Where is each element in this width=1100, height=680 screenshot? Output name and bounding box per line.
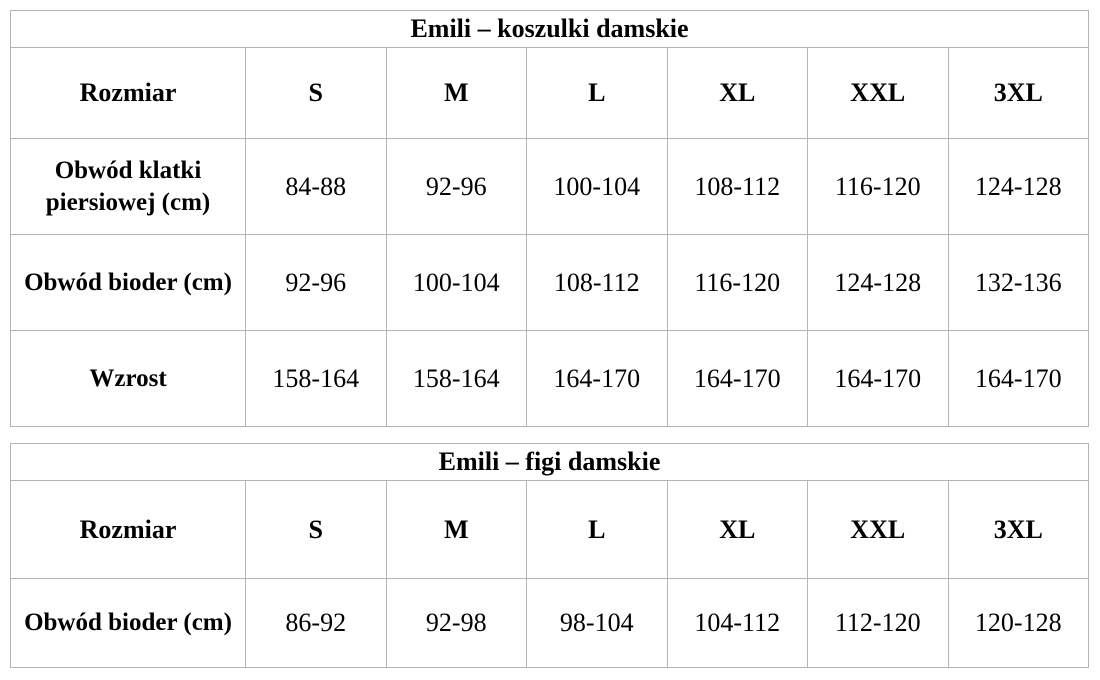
- table-cell: 164-170: [526, 330, 668, 427]
- table-cell: 108-112: [526, 234, 668, 331]
- table-cell: 124-128: [807, 234, 949, 331]
- row-label: Obwód klatki piersiowej (cm): [10, 138, 246, 235]
- header-cell-m: M: [385, 480, 527, 579]
- table-cell: 92-96: [385, 138, 527, 235]
- table-header-row: Rozmiar S M L XL XXL 3XL: [10, 47, 1089, 139]
- table-cell: 120-128: [947, 578, 1089, 668]
- table-cell: 108-112: [666, 138, 808, 235]
- table-cell: 158-164: [385, 330, 527, 427]
- table-cell: 100-104: [385, 234, 527, 331]
- header-cell-l: L: [526, 47, 668, 139]
- header-cell-s: S: [245, 47, 387, 139]
- table-title: Emili – koszulki damskie: [10, 10, 1089, 48]
- row-label: Obwód bioder (cm): [10, 234, 246, 331]
- size-table-figi: Emili – figi damskie Rozmiar S M L XL XX…: [10, 443, 1089, 668]
- table-row-hips: Obwód bioder (cm) 86-92 92-98 98-104 104…: [10, 578, 1089, 668]
- table-cell: 164-170: [947, 330, 1089, 427]
- table-cell: 84-88: [245, 138, 387, 235]
- table-cell: 92-96: [245, 234, 387, 331]
- table-cell: 164-170: [807, 330, 949, 427]
- table-cell: 124-128: [947, 138, 1089, 235]
- size-table-koszulki: Emili – koszulki damskie Rozmiar S M L X…: [10, 10, 1089, 427]
- header-cell-l: L: [526, 480, 668, 579]
- table-title-row: Emili – koszulki damskie: [10, 10, 1089, 48]
- header-cell-s: S: [245, 480, 387, 579]
- header-cell-xl: XL: [666, 47, 808, 139]
- table-cell: 116-120: [666, 234, 808, 331]
- header-cell-xxl: XXL: [807, 480, 949, 579]
- table-row-height: Wzrost 158-164 158-164 164-170 164-170 1…: [10, 330, 1089, 427]
- header-cell-3xl: 3XL: [947, 480, 1089, 579]
- table-cell: 92-98: [385, 578, 527, 668]
- table-cell: 86-92: [245, 578, 387, 668]
- table-row-chest: Obwód klatki piersiowej (cm) 84-88 92-96…: [10, 138, 1089, 235]
- table-title: Emili – figi damskie: [10, 443, 1089, 481]
- header-cell-3xl: 3XL: [947, 47, 1089, 139]
- table-cell: 112-120: [807, 578, 949, 668]
- row-label: Obwód bioder (cm): [10, 578, 246, 668]
- table-cell: 116-120: [807, 138, 949, 235]
- table-cell: 164-170: [666, 330, 808, 427]
- table-row-hips: Obwód bioder (cm) 92-96 100-104 108-112 …: [10, 234, 1089, 331]
- header-cell-m: M: [385, 47, 527, 139]
- header-cell-xl: XL: [666, 480, 808, 579]
- table-cell: 98-104: [526, 578, 668, 668]
- table-cell: 104-112: [666, 578, 808, 668]
- table-cell: 100-104: [526, 138, 668, 235]
- table-cell: 132-136: [947, 234, 1089, 331]
- header-cell-xxl: XXL: [807, 47, 949, 139]
- table-cell: 158-164: [245, 330, 387, 427]
- table-header-row: Rozmiar S M L XL XXL 3XL: [10, 480, 1089, 579]
- table-title-row: Emili – figi damskie: [10, 443, 1089, 481]
- header-cell-rozmiar: Rozmiar: [10, 480, 246, 579]
- row-label: Wzrost: [10, 330, 246, 427]
- header-cell-rozmiar: Rozmiar: [10, 47, 246, 139]
